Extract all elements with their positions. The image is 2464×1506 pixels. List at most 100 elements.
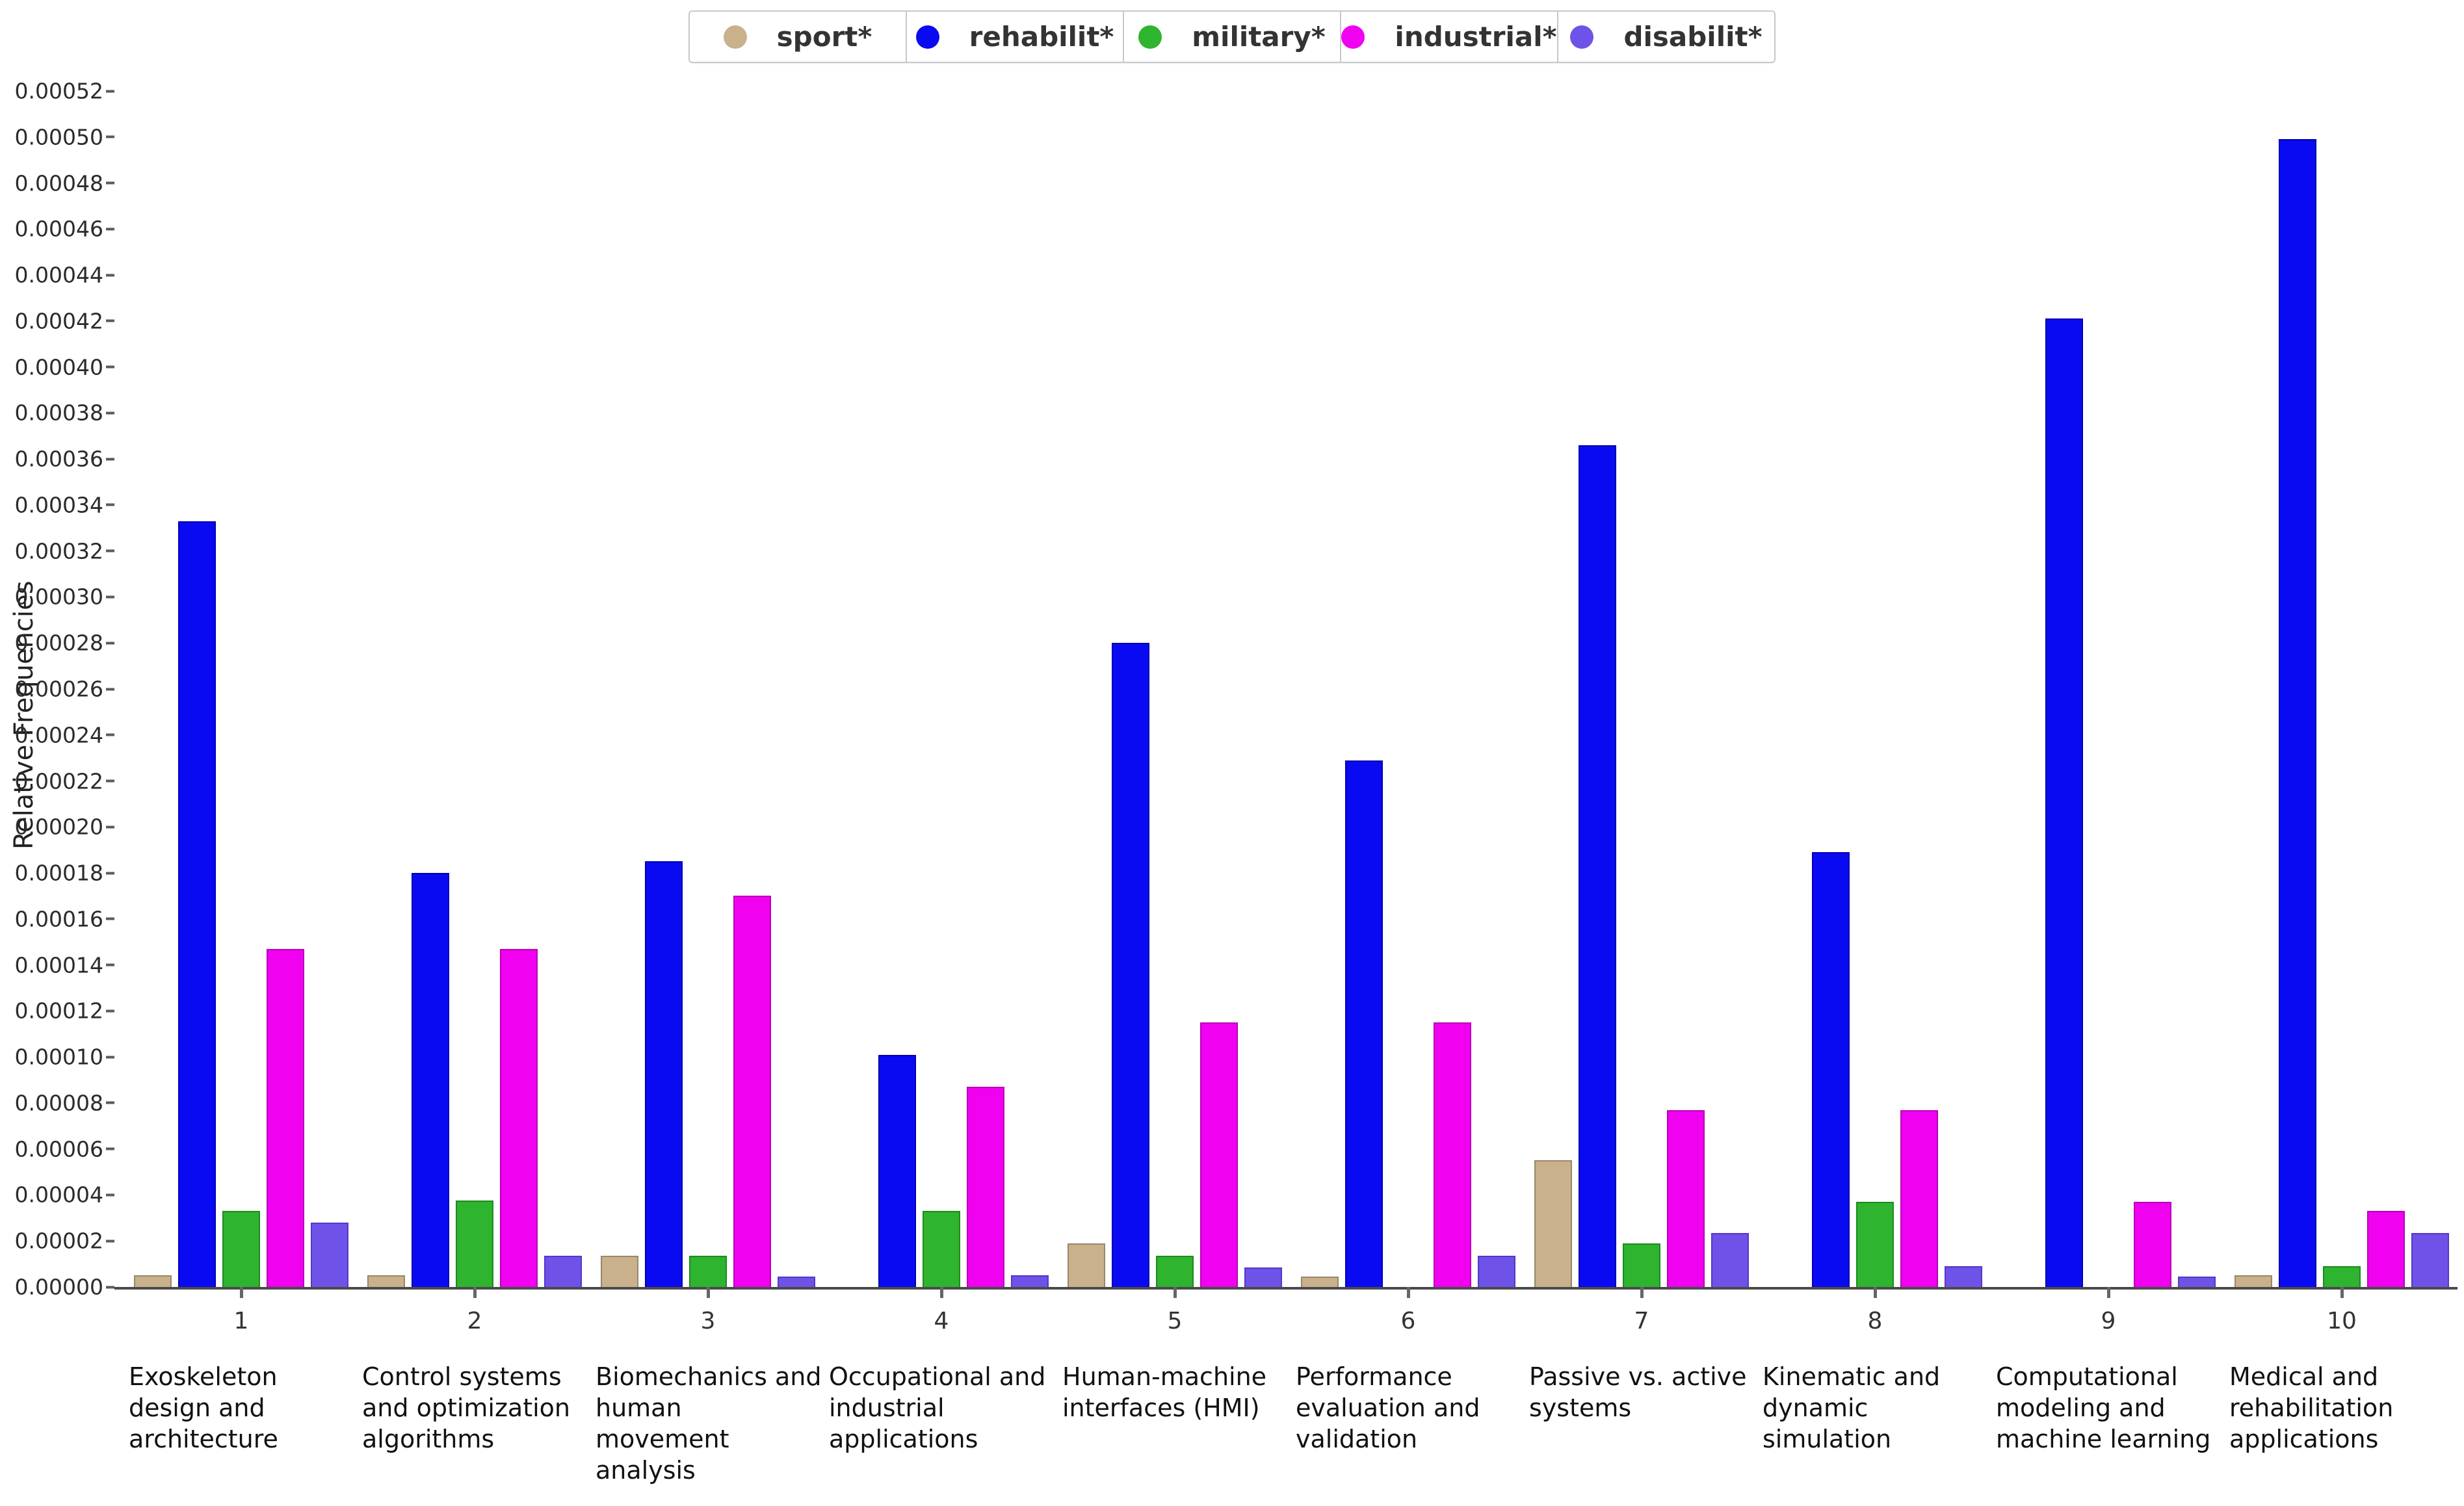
y-tick-mark [106, 1240, 114, 1243]
y-tick-value: 0.00044 [14, 262, 103, 288]
y-tick-mark [106, 917, 114, 920]
x-tick-mark [1173, 1287, 1177, 1298]
bar-group-8 [1757, 91, 1991, 1287]
legend-item-disabilit[interactable]: disabilit* [1557, 12, 1774, 62]
y-tick-value: 0.00030 [14, 584, 103, 610]
x-tick-mark [2107, 1287, 2110, 1298]
y-tick-value: 0.00038 [14, 400, 103, 426]
y-tick-mark [106, 90, 114, 92]
y-tick-label: 0.00004 [4, 1184, 114, 1206]
bar-industrial-group-10 [2367, 1211, 2405, 1287]
bar-disabilit-group-3 [778, 1277, 815, 1287]
y-tick-value: 0.00028 [14, 630, 103, 656]
y-tick-mark [106, 135, 114, 138]
bar-sport-group-10 [2235, 1275, 2272, 1287]
y-tick-mark [106, 595, 114, 599]
y-tick-label: 0.00002 [4, 1230, 114, 1252]
bar-rehabilit-group-1 [178, 521, 216, 1287]
y-tick-label: 0.00022 [4, 770, 114, 792]
legend-label-military: military* [1192, 21, 1326, 53]
bar-disabilit-group-6 [1478, 1256, 1515, 1287]
y-tick-value: 0.00026 [14, 676, 103, 702]
y-tick-value: 0.00006 [14, 1136, 103, 1162]
y-tick-mark [106, 963, 114, 967]
y-tick-value: 0.00050 [14, 124, 103, 150]
y-tick-label: 0.00016 [4, 908, 114, 929]
y-tick-mark [106, 503, 114, 506]
legend-swatch-disabilit-icon [1570, 25, 1594, 49]
category-label-9: Computational modeling and machine learn… [1996, 1362, 2211, 1453]
bar-rehabilit-group-7 [1579, 445, 1616, 1287]
y-tick-mark [106, 1101, 114, 1104]
bar-disabilit-group-4 [1011, 1275, 1049, 1287]
x-tick-mark [2340, 1287, 2344, 1298]
y-tick-mark [106, 274, 114, 277]
legend-item-military[interactable]: military* [1123, 12, 1340, 62]
bar-sport-group-1 [134, 1275, 172, 1287]
y-tick-value: 0.00018 [14, 860, 103, 886]
legend-item-industrial[interactable]: industrial* [1340, 12, 1557, 62]
bar-industrial-group-2 [500, 949, 538, 1287]
x-tick-mark [240, 1287, 243, 1298]
legend-swatch-industrial-icon [1341, 25, 1365, 49]
x-axis-line [114, 1287, 124, 1290]
y-tick-mark [106, 733, 114, 736]
y-tick-mark [106, 1286, 114, 1288]
x-tick-mark [940, 1287, 943, 1298]
bar-military-group-2 [456, 1201, 493, 1287]
y-tick-value: 0.00002 [14, 1228, 103, 1254]
y-tick-label: 0.00010 [4, 1046, 114, 1068]
bar-industrial-group-4 [967, 1087, 1004, 1287]
y-tick-mark [106, 549, 114, 552]
y-tick-label: 0.00024 [4, 724, 114, 746]
bar-group-3 [590, 91, 824, 1287]
bar-rehabilit-group-8 [1812, 852, 1850, 1287]
bar-industrial-group-7 [1667, 1110, 1705, 1287]
legend-swatch-rehabilit-icon [915, 25, 939, 49]
x-tick-number-6: 6 [1400, 1308, 1416, 1334]
bar-disabilit-group-9 [2178, 1277, 2216, 1287]
y-tick-value: 0.00012 [14, 998, 103, 1024]
bar-industrial-group-5 [1200, 1022, 1238, 1287]
bar-disabilit-group-1 [311, 1223, 348, 1287]
bar-industrial-group-6 [1434, 1022, 1471, 1287]
legend-label-sport: sport* [776, 21, 872, 53]
bar-group-4 [824, 91, 1057, 1287]
bar-sport-group-3 [601, 1256, 638, 1287]
y-tick-value: 0.00042 [14, 308, 103, 334]
bar-rehabilit-group-10 [2279, 139, 2316, 1287]
legend-item-rehabilit[interactable]: rehabilit* [906, 12, 1123, 62]
y-tick-label: 0.00030 [4, 586, 114, 608]
x-tick-mark [1640, 1287, 1644, 1298]
legend-label-industrial: industrial* [1395, 21, 1557, 53]
bar-sport-group-7 [1534, 1160, 1572, 1287]
plot-area: 0.00000 0.00002 0.00004 0.00006 0.00008 0.000… [15, 81, 2457, 1485]
legend-item-sport[interactable]: sport* [690, 12, 906, 62]
y-tick-mark [106, 642, 114, 645]
bar-group-5 [1057, 91, 1291, 1287]
x-tick-number-7: 7 [1634, 1308, 1649, 1334]
x-tick-number-4: 4 [934, 1308, 949, 1334]
y-tick-value: 0.00046 [14, 216, 103, 242]
y-tick-mark [106, 227, 114, 231]
category-label-4: Occupational and industrial applications [829, 1362, 1046, 1453]
y-tick-label: 0.00008 [4, 1092, 114, 1113]
x-tick-number-9: 9 [2101, 1308, 2116, 1334]
bar-military-group-4 [923, 1211, 960, 1287]
category-label-1: Exoskeleton design and architecture [129, 1362, 278, 1453]
y-tick-label: 0.00036 [4, 448, 114, 470]
category-label-5: Human-machine interfaces (HMI) [1062, 1362, 1267, 1422]
x-tick-mark [1874, 1287, 1877, 1298]
x-tick-number-3: 3 [700, 1308, 716, 1334]
x-tick-mark [473, 1287, 477, 1298]
x-tick-number-2: 2 [467, 1308, 482, 1334]
y-tick-mark [106, 688, 114, 690]
bar-group-2 [357, 91, 590, 1287]
y-tick-mark [106, 411, 114, 415]
bar-industrial-group-8 [1900, 1110, 1938, 1287]
y-tick-label: 0.00026 [4, 679, 114, 700]
bar-disabilit-group-2 [544, 1256, 582, 1287]
bar-military-group-3 [689, 1256, 727, 1287]
bar-group-10 [2224, 91, 2457, 1287]
